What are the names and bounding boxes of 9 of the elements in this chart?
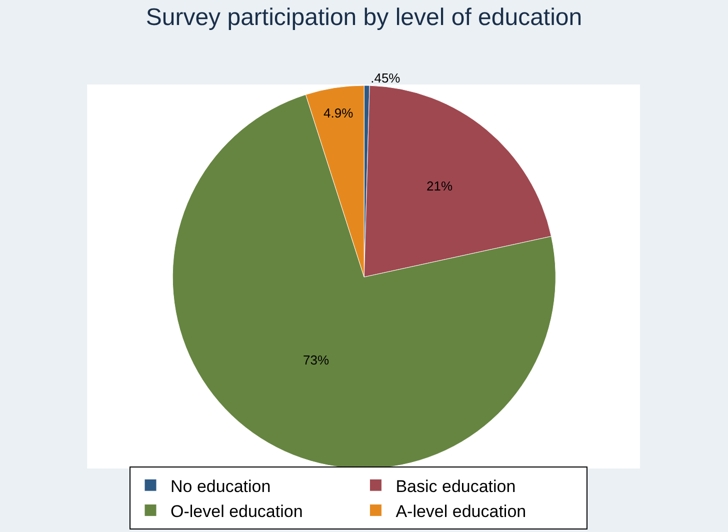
- legend-label: O-level education: [170, 502, 303, 521]
- legend-label: Basic education: [396, 476, 516, 496]
- data-label: 73%: [303, 352, 330, 368]
- data-label: 21%: [426, 178, 454, 194]
- data-label: 4.9%: [323, 106, 354, 121]
- data-label: .45%: [370, 70, 401, 86]
- chart-title: Survey participation by level of education: [146, 4, 582, 31]
- legend-label: A-level education: [396, 502, 526, 521]
- legend-label: No education: [170, 476, 271, 496]
